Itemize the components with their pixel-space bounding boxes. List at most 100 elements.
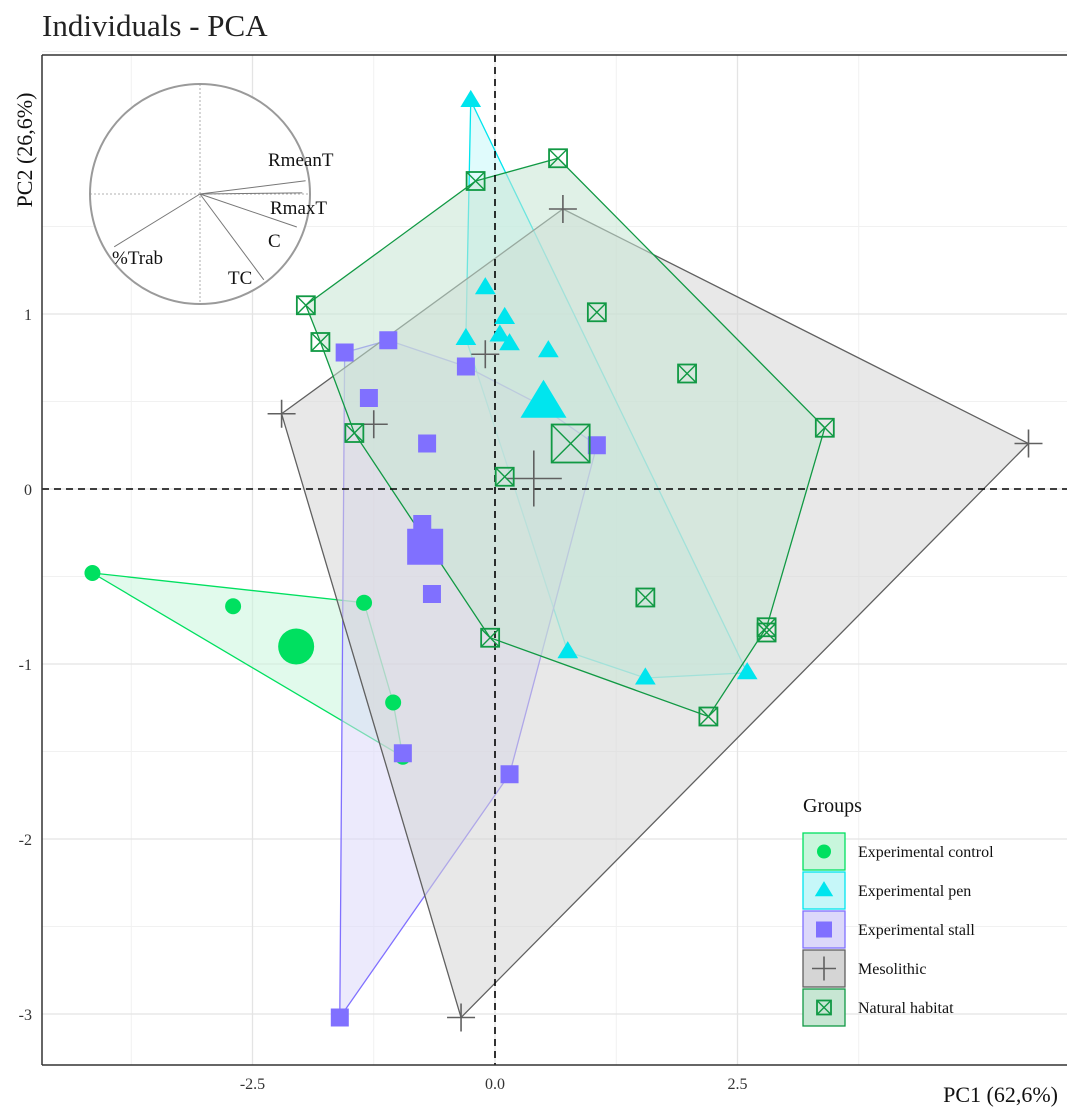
point-experimental-pen: [489, 324, 511, 342]
legend-item-experimental-stall: Experimental stall: [802, 910, 975, 949]
point-experimental-stall: [587, 436, 606, 455]
cross-b: [698, 707, 718, 726]
point-experimental-stall: [422, 585, 441, 603]
point-experimental-stall: [335, 343, 354, 362]
point-experimental-pen: [455, 327, 477, 345]
cross-b: [548, 148, 568, 168]
cross-b: [495, 467, 515, 487]
point-experimental-pen: [635, 667, 656, 685]
cross-b: [757, 617, 777, 637]
x-tick-label: 2.5: [728, 1076, 748, 1093]
box: [465, 171, 486, 191]
point-experimental-control: [225, 598, 242, 615]
legend-marker-mesolithic: [812, 956, 836, 981]
point-experimental-stall: [330, 1008, 349, 1027]
point-mesolithic: [471, 340, 500, 369]
centroid-natural-habitat: [550, 423, 591, 464]
point-experimental-control: [84, 565, 101, 581]
point-natural-habitat: [494, 466, 515, 487]
inset-variable-label: C: [268, 231, 281, 252]
cross-b: [466, 171, 486, 191]
centroid-experimental-stall: [407, 528, 444, 565]
point-natural-habitat: [480, 627, 501, 648]
cross-b: [480, 628, 500, 648]
x-tick-label: -2.5: [240, 1076, 265, 1093]
legend-label-natural-habitat: Natural habitat: [858, 1000, 954, 1017]
y-tick-label: -2: [19, 832, 32, 849]
point-experimental-pen: [474, 277, 496, 295]
point-natural-habitat: [295, 295, 316, 316]
box: [344, 423, 365, 443]
legend-title: Groups: [803, 795, 862, 817]
point-natural-habitat: [586, 302, 607, 323]
inset-arrow: [199, 192, 303, 195]
legend-item-experimental-control: Experimental control: [802, 832, 994, 871]
point-mesolithic: [1014, 429, 1043, 458]
point-mesolithic: [548, 195, 577, 223]
point-experimental-stall: [359, 389, 378, 407]
cross-b: [551, 424, 591, 463]
legend-label-mesolithic: Mesolithic: [858, 961, 926, 978]
point-experimental-pen: [538, 340, 559, 358]
box: [494, 466, 515, 487]
centroid-mesolithic: [505, 450, 562, 507]
box: [480, 627, 501, 648]
box: [548, 148, 568, 169]
point-experimental-stall: [379, 331, 398, 350]
point-experimental-stall: [418, 434, 437, 453]
box: [635, 587, 656, 608]
box: [814, 417, 835, 438]
point-experimental-stall: [456, 357, 475, 376]
inset-variable-label: RmaxT: [270, 198, 327, 219]
legend-label-experimental-stall: Experimental stall: [858, 922, 975, 939]
box: [698, 706, 719, 727]
legend-label-experimental-pen: Experimental pen: [858, 883, 971, 900]
data-points: [84, 89, 1043, 1032]
inset-variable-label: %Trab: [112, 248, 163, 269]
legend-marker-experimental-stall: [816, 921, 832, 938]
point-experimental-pen: [460, 89, 482, 107]
point-natural-habitat: [756, 622, 777, 643]
cross-b: [587, 302, 607, 322]
cross-b: [816, 1000, 832, 1015]
point-natural-habitat: [344, 423, 365, 443]
point-experimental-control: [356, 594, 373, 611]
box: [310, 332, 331, 352]
point-natural-habitat: [677, 363, 697, 384]
point-natural-habitat: [635, 587, 656, 608]
inset-arrow: [199, 193, 297, 228]
axes: -2.5 0.0 2.5 1 0 -1 -2 -3 PC1 (62,6%) PC2 (26,6%): [12, 54, 1067, 1107]
point-mesolithic: [359, 410, 388, 439]
legend-item-mesolithic: Mesolithic: [802, 949, 926, 988]
point-experimental-pen: [499, 333, 520, 351]
point-natural-habitat: [814, 417, 835, 438]
point-natural-habitat: [698, 706, 719, 727]
cross-b: [296, 295, 316, 315]
y-tick-label: 1: [24, 307, 32, 324]
inset-variable-label: TC: [228, 268, 252, 289]
legend-item-experimental-pen: Experimental pen: [802, 871, 971, 910]
x-axis-label: PC1 (62,6%): [943, 1082, 1058, 1107]
box: [816, 999, 832, 1016]
point-experimental-pen: [494, 306, 516, 324]
centroid-experimental-control: [278, 628, 315, 665]
point-mesolithic: [447, 1003, 476, 1032]
legend-item-natural-habitat: Natural habitat: [802, 988, 954, 1027]
x-tick-label: 0.0: [485, 1076, 505, 1093]
y-tick-label: -1: [19, 657, 32, 674]
inset-variable-label: RmeanT: [268, 150, 334, 171]
point-natural-habitat: [310, 332, 331, 352]
legend-marker-natural-habitat: [816, 999, 832, 1016]
box: [756, 622, 777, 643]
box: [295, 295, 316, 316]
cross-b: [757, 623, 777, 642]
box: [550, 423, 591, 464]
y-tick-label: 0: [24, 482, 32, 499]
point-natural-habitat: [465, 171, 486, 191]
inset-arrow: [199, 180, 306, 195]
centroid-experimental-pen: [520, 379, 567, 418]
box: [586, 302, 607, 323]
cross-b: [344, 423, 364, 443]
point-experimental-pen: [557, 641, 579, 659]
